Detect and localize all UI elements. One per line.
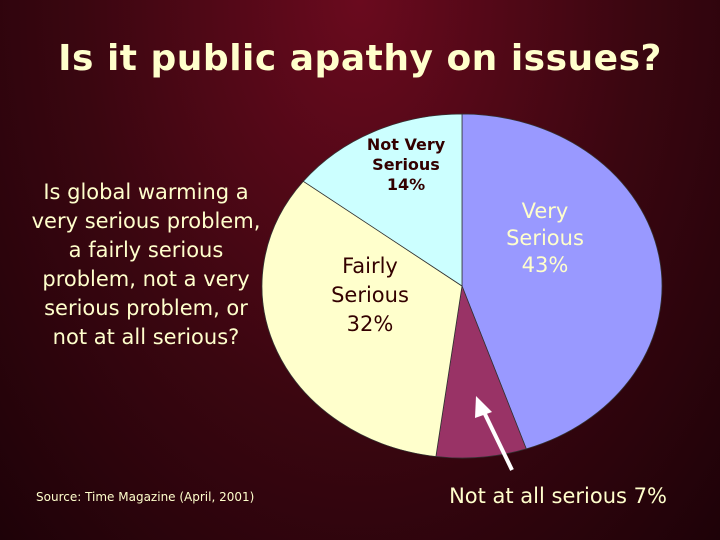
pie-slice-not-very-serious — [302, 113, 463, 287]
pie-labels: Very Serious 43% Not at all serious 7% Fairl… — [331, 135, 667, 508]
pie-slices — [261, 113, 663, 459]
callout-arrow-line — [481, 409, 514, 471]
callout-arrow-head — [475, 396, 492, 418]
pie-label-not-very-serious: Not Very Serious 14% — [367, 135, 446, 194]
pie-label-fairly-serious: Fairly Serious 32% — [331, 254, 409, 336]
pie-label-not-at-all-serious: Not at all serious 7% — [449, 484, 667, 508]
source-note: Source: Time Magazine (April, 2001) — [36, 490, 255, 504]
slide-title: Is it public apathy on issues? — [58, 38, 662, 79]
pie-slice-very-serious — [461, 113, 663, 450]
pie-slice-fairly-serious — [261, 180, 463, 457]
survey-question: Is global warming a very serious problem… — [31, 180, 261, 349]
pie-label-very-serious: Very Serious 43% — [506, 199, 584, 277]
